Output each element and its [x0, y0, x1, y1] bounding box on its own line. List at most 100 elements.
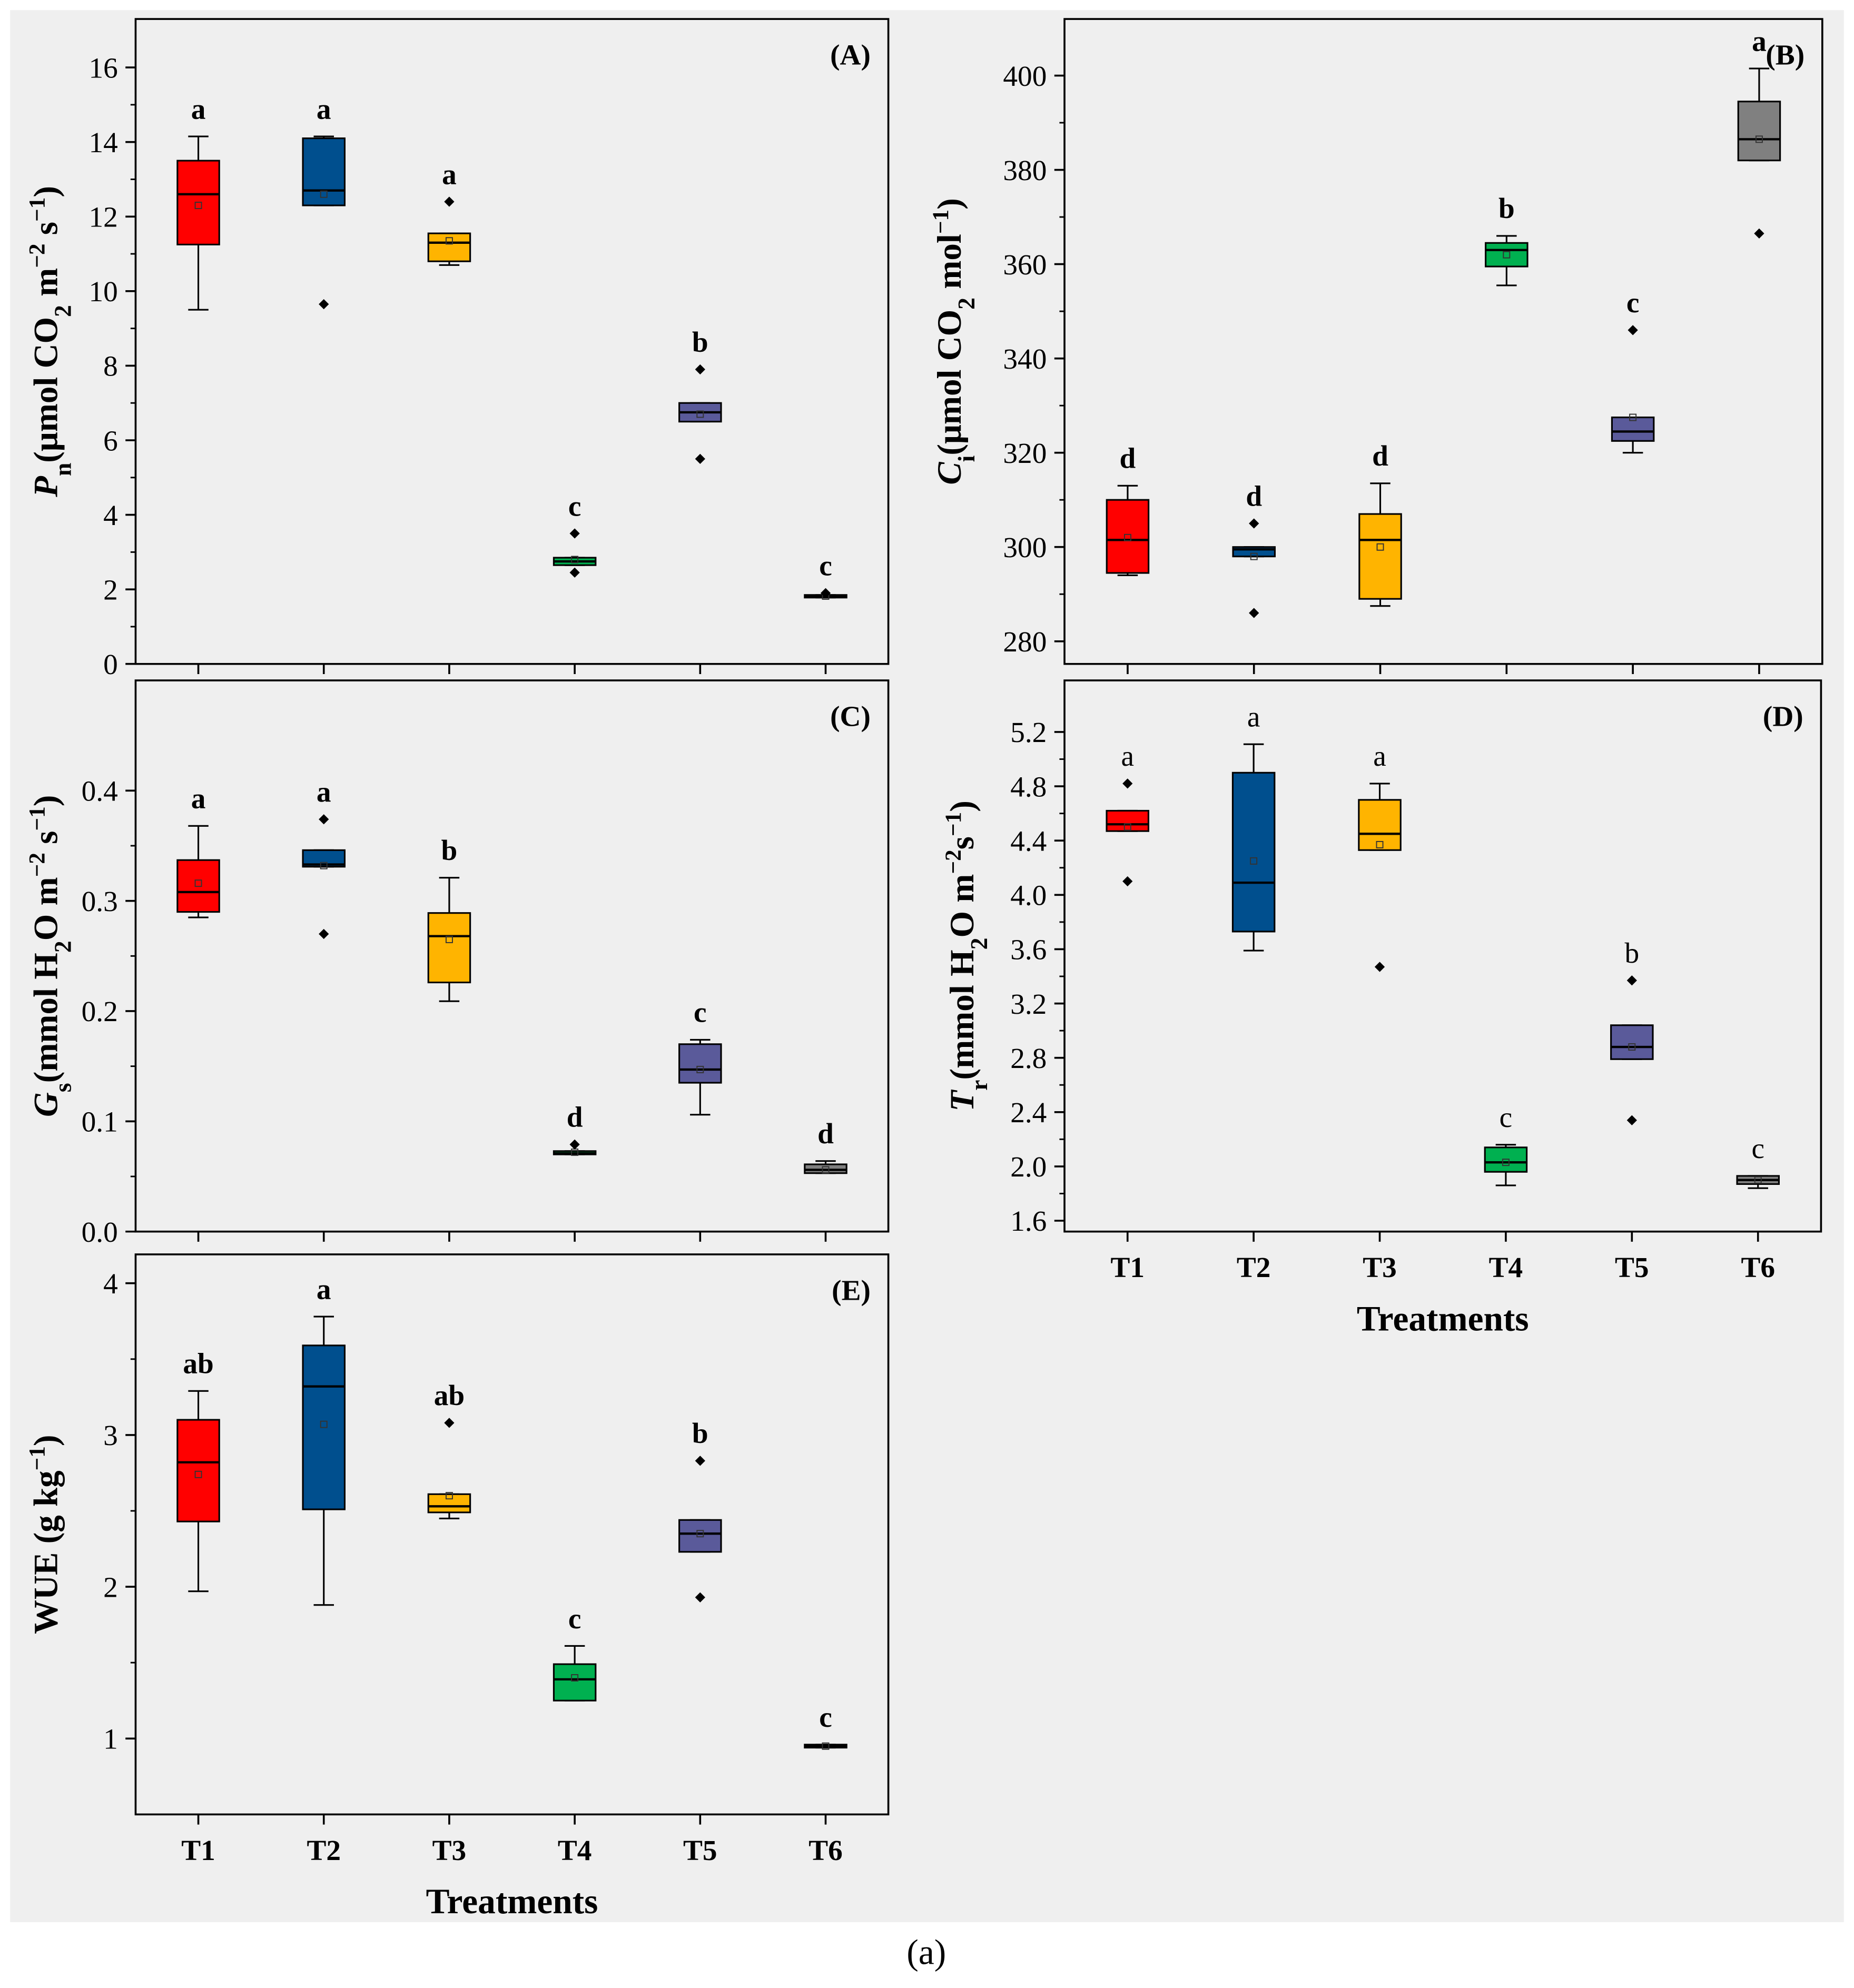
box-t5: c	[678, 996, 722, 1116]
significance-letter: ab	[434, 1379, 465, 1411]
mean-marker	[1502, 1159, 1510, 1166]
outlier-point	[444, 1418, 455, 1428]
y-tick-label: 2	[103, 573, 118, 606]
box-t4: c	[1484, 1101, 1528, 1186]
y-axis-label-part: G	[27, 1092, 65, 1117]
box-t3: a	[1358, 740, 1402, 972]
y-axis-label-part: r	[965, 1080, 992, 1091]
y-tick-label: 320	[1003, 437, 1047, 469]
outlier-point	[1249, 608, 1259, 618]
y-axis-label-part: −2	[24, 853, 50, 877]
box-t5: b	[678, 326, 722, 464]
y-tick-label: 0.0	[82, 1216, 118, 1248]
box-iqr	[176, 859, 220, 913]
box-iqr	[1358, 513, 1402, 600]
box-t3: b	[427, 834, 471, 1002]
box-t1: d	[1106, 442, 1150, 577]
significance-letter: a	[317, 1273, 331, 1305]
y-tick-label: 340	[1003, 343, 1047, 375]
plot-frame	[1063, 679, 1822, 1233]
mean-marker	[194, 879, 202, 887]
box-t6: d	[804, 1117, 847, 1174]
box-t5: b	[678, 1417, 722, 1603]
box-t1: a	[176, 93, 220, 311]
significance-letter: a	[191, 93, 206, 125]
box-t4: c	[553, 1603, 597, 1702]
plot-frame	[134, 1253, 890, 1816]
y-tick-label: 4.8	[1010, 770, 1047, 803]
y-axis-label-part: 2	[965, 938, 992, 950]
significance-letter: a	[317, 776, 331, 808]
y-tick-label: 2.0	[1010, 1151, 1047, 1183]
x-tick-label: T3	[432, 1834, 467, 1866]
y-tick-label: 12	[88, 201, 117, 233]
box-t3: a	[427, 158, 471, 266]
box-iqr	[1106, 809, 1150, 832]
mean-marker	[696, 1065, 704, 1073]
box-iqr	[176, 1419, 220, 1522]
y-axis-label-part: T	[943, 1090, 981, 1112]
y-axis-label-part: (μmol CO	[931, 310, 969, 456]
mean-marker	[194, 1470, 202, 1478]
mean-marker	[822, 1166, 830, 1174]
box-iqr	[1106, 499, 1150, 574]
box-t4: b	[1485, 192, 1528, 286]
significance-letter: b	[1624, 937, 1639, 969]
y-tick-label: 4	[103, 1268, 118, 1300]
outlier-point	[1374, 962, 1385, 972]
box-t1: ab	[176, 1348, 220, 1593]
panel-label: (B)	[1766, 39, 1804, 71]
x-tick-label: T4	[558, 1834, 592, 1866]
mean-marker	[696, 410, 704, 418]
y-tick-label: 280	[1003, 626, 1047, 658]
x-tick-label: T4	[1489, 1251, 1523, 1283]
y-axis-label-part: O m	[943, 874, 981, 938]
y-axis-label-part: )	[27, 795, 65, 807]
significance-letter: a	[1373, 740, 1386, 772]
box-t6: c	[804, 550, 847, 600]
significance-letter: d	[1372, 440, 1388, 472]
y-tick-label: 360	[1003, 249, 1047, 281]
y-tick-label: 2	[103, 1571, 118, 1603]
significance-letter: c	[1500, 1101, 1513, 1133]
significance-letter: b	[441, 834, 458, 866]
mean-marker	[194, 202, 202, 210]
y-tick-label: 3	[103, 1419, 118, 1451]
mean-marker	[571, 1674, 579, 1682]
y-axis-label-part: −1	[928, 210, 953, 234]
y-axis-label-part: (mmol H	[27, 953, 65, 1083]
y-axis-label: Tr(mmol H2O m−2s−1)	[941, 800, 992, 1111]
mean-marker	[822, 1742, 830, 1750]
y-axis-label-part: 2	[952, 298, 979, 310]
panel-c: 0.00.10.20.30.4Gs(mmol H2O m−2 s−1)(C)a a…	[24, 679, 890, 1248]
mean-marker	[696, 1530, 704, 1538]
y-tick-label: 2.8	[1010, 1042, 1047, 1074]
outlier-point	[444, 196, 455, 207]
significance-letter: ab	[183, 1348, 213, 1380]
y-axis-label-part: −2	[24, 243, 50, 268]
mean-marker	[571, 556, 579, 563]
significance-letter: a	[442, 158, 457, 190]
y-axis-label-part: −1	[941, 812, 966, 836]
significance-letter: a	[317, 93, 331, 125]
outlier-point	[1122, 876, 1133, 887]
outlier-point	[569, 1139, 580, 1150]
box-iqr	[302, 137, 346, 206]
mean-marker	[1376, 543, 1384, 551]
box-t5: c	[1611, 286, 1655, 454]
y-tick-label: 4	[103, 499, 118, 531]
box-iqr	[1737, 101, 1781, 162]
y-axis-label: Pn(μmol CO2 m−2 s−1)	[24, 186, 76, 498]
box-t4: c	[553, 490, 597, 578]
outlier-point	[319, 928, 329, 939]
significance-letter: d	[1120, 442, 1136, 474]
box-iqr	[553, 1663, 597, 1702]
y-tick-label: 3.2	[1010, 988, 1047, 1020]
significance-letter: a	[1752, 25, 1767, 57]
y-axis-label-part: −2	[941, 849, 966, 874]
significance-letter: b	[692, 1417, 708, 1449]
x-tick-label: T6	[808, 1834, 843, 1866]
box-iqr	[1231, 772, 1276, 933]
y-tick-label: 0.4	[82, 775, 118, 807]
